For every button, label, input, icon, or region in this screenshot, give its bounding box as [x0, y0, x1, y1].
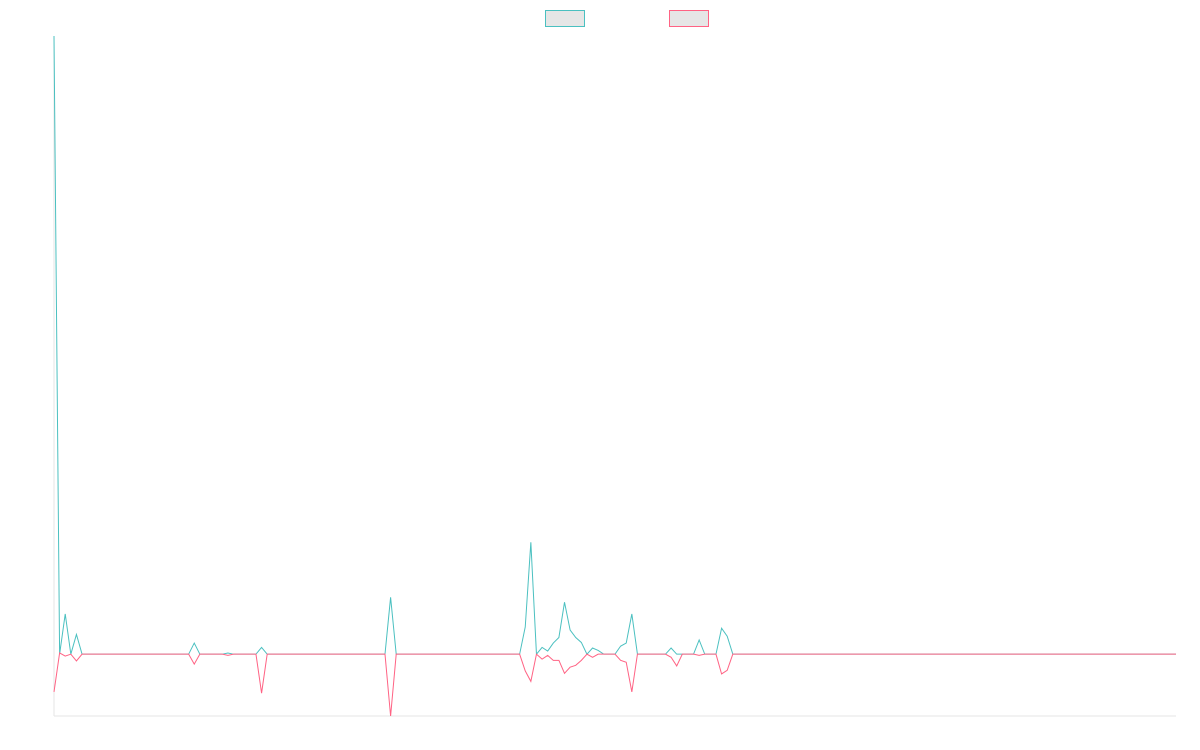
series-line	[53, 652, 1176, 717]
legend-swatch	[669, 10, 709, 27]
legend-swatch	[545, 10, 585, 27]
series-line	[53, 35, 1176, 656]
